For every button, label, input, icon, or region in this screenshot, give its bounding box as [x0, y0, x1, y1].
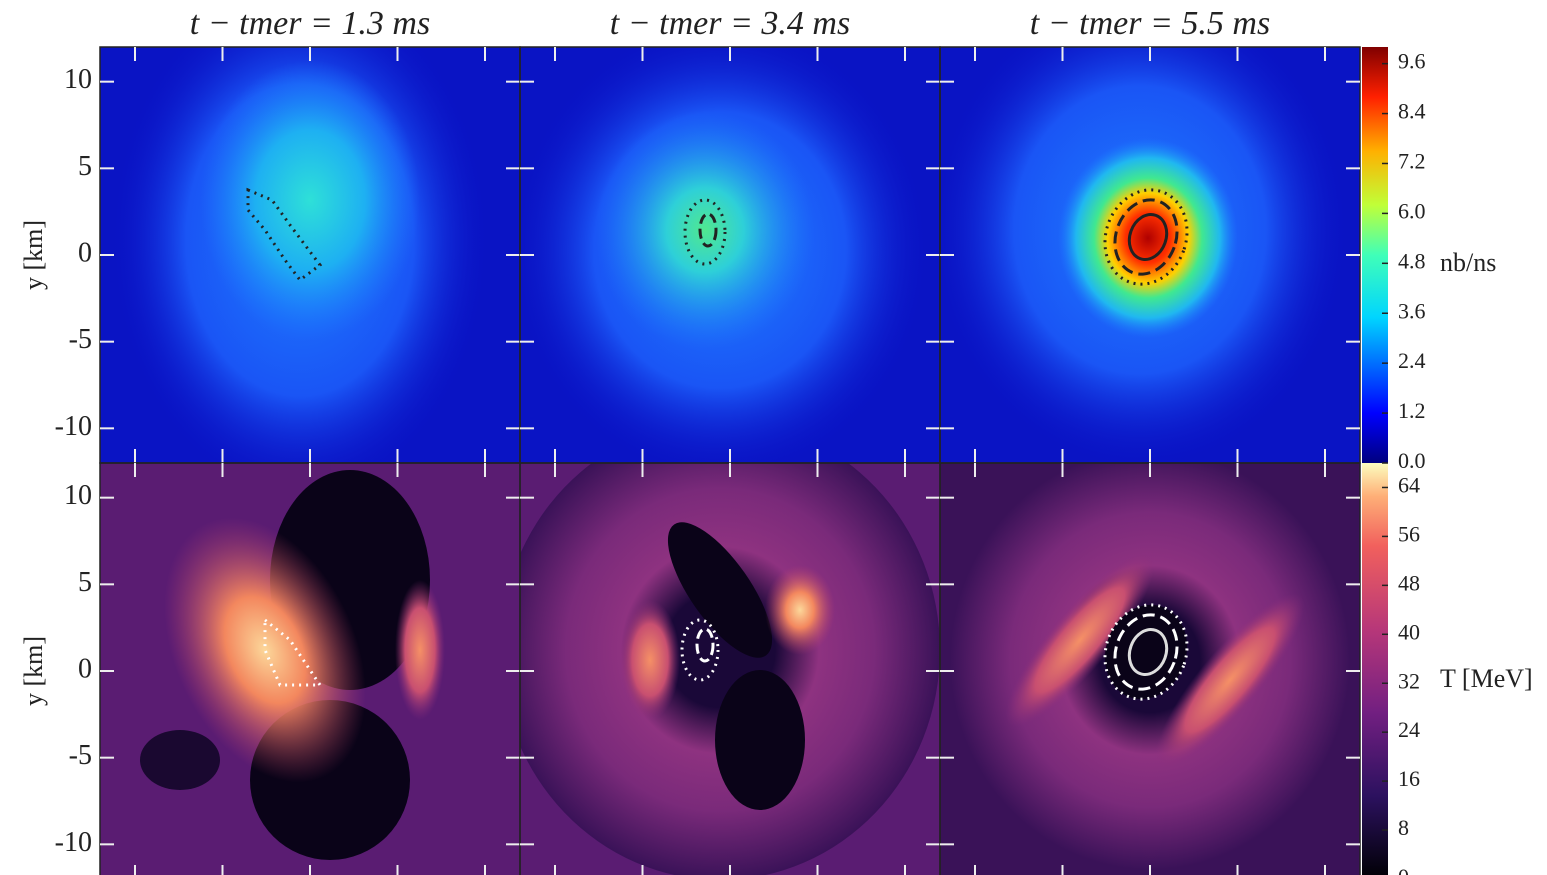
density-field: [930, 0, 1360, 470]
density-field: [100, 0, 520, 500]
colorbar-tick-label: 7.2: [1398, 149, 1426, 174]
colorbar-tick-label: 64: [1398, 473, 1420, 498]
y-tick-label: 0: [78, 237, 92, 268]
colorbar-tick-label: 16: [1398, 766, 1420, 791]
panel-title: t − tmer = 5.5 ms: [1030, 5, 1270, 42]
temperature-field: [100, 463, 520, 875]
colorbar-tick-label: 0: [1398, 864, 1409, 875]
colorbar-tick-label: 0.0: [1398, 448, 1426, 473]
colorbar-tick-label: 8: [1398, 815, 1409, 840]
colorbar-tick-label: 9.6: [1398, 49, 1426, 74]
colorbar: [1362, 47, 1388, 463]
y-tick-label: 5: [78, 151, 92, 182]
y-tick-label: -5: [69, 740, 92, 771]
colorbar-tick-label: 32: [1398, 668, 1420, 693]
colorbar-label: T [MeV]: [1440, 664, 1533, 693]
temperature-field: [500, 420, 940, 875]
y-tick-label: -10: [55, 411, 92, 442]
y-tick-label: -5: [69, 324, 92, 355]
colorbar-tick-label: 2.4: [1398, 348, 1426, 373]
y-tick-label: 5: [78, 567, 92, 598]
colorbar-label: nb/ns: [1440, 248, 1496, 277]
figure: 10 5 0 -5 -10 t − tmer = 1.3 ms y [km] t − tmer…: [0, 0, 1547, 875]
panel-title: t − tmer = 3.4 ms: [610, 5, 850, 42]
colorbar-tick-label: 24: [1398, 717, 1420, 742]
y-tick-label: 0: [78, 653, 92, 684]
panel-title: t − tmer = 1.3 ms: [190, 5, 430, 42]
y-axis-label: y [km]: [19, 636, 48, 706]
y-axis-label: y [km]: [19, 220, 48, 290]
y-tick-label: 10: [64, 480, 92, 511]
colorbar-tick-label: 40: [1398, 619, 1420, 644]
density-field: [510, 20, 940, 480]
colorbar-tick-label: 8.4: [1398, 99, 1426, 124]
colorbar-tick-label: 6.0: [1398, 198, 1426, 223]
colorbar-tick-label: 48: [1398, 570, 1420, 595]
colorbar-tick-label: 3.6: [1398, 298, 1426, 323]
colorbar-tick-label: 1.2: [1398, 398, 1426, 423]
y-tick-label: 10: [64, 64, 92, 95]
y-tick-label: -10: [55, 827, 92, 858]
temperature-field: [940, 450, 1360, 875]
colorbar-tick-label: 4.8: [1398, 248, 1426, 273]
colorbar: [1362, 463, 1388, 875]
colorbar-tick-label: 56: [1398, 521, 1420, 546]
